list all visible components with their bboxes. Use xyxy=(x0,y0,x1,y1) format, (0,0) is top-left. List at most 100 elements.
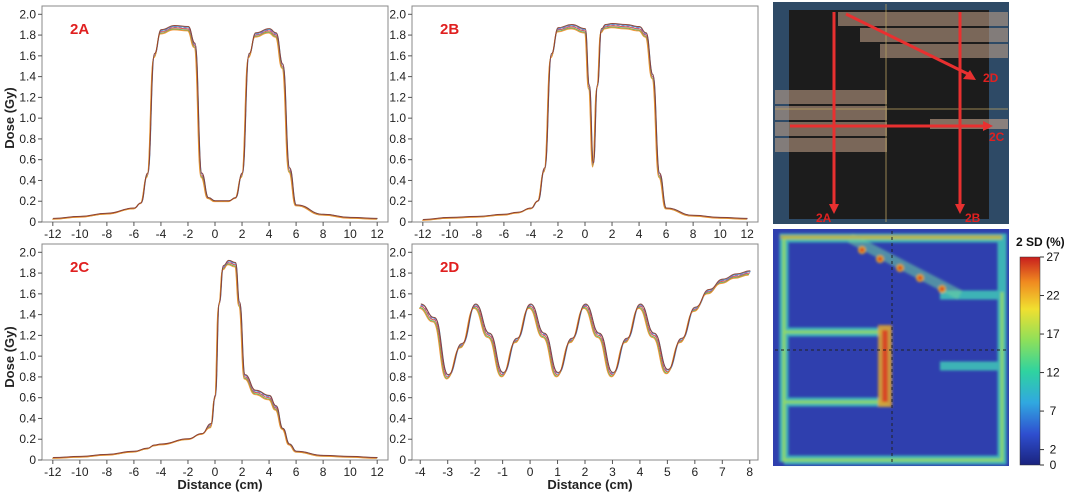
y-tick-label: 0.6 xyxy=(389,153,406,167)
plot-area xyxy=(41,5,389,223)
x-tick-label: -3 xyxy=(442,465,453,479)
y-tick-label: 1.2 xyxy=(19,90,36,104)
x-tick-label: -10 xyxy=(71,465,89,479)
y-tick-label: 1.2 xyxy=(389,90,406,104)
series-line xyxy=(53,259,378,458)
profile-arrows xyxy=(790,12,993,214)
y-tick-label: 0 xyxy=(29,215,36,229)
x-tick-label: -10 xyxy=(441,227,459,241)
x-tick-label: 2 xyxy=(239,465,246,479)
fluence-stripe-right xyxy=(930,119,1008,129)
x-axis-label-left: Distance (cm) xyxy=(177,477,262,492)
panel-2c: 0 0.2 0.4 0.6 0.8 1.0 1.2 1.4 1.6 1.8 2.0 -12 -10 -8 -… xyxy=(19,243,389,479)
panel-title: 2C xyxy=(70,259,89,276)
x-tick-label: 4 xyxy=(266,465,273,479)
colorbar-title: 2 SD (%) xyxy=(1016,235,1065,249)
beam-label-2b: 2B xyxy=(965,211,981,225)
x-tick-label: 10 xyxy=(713,227,727,241)
x-tick-label: -4 xyxy=(526,227,537,241)
beam-label-2d: 2D xyxy=(983,71,999,85)
colorbar-tick-label: 27 xyxy=(1046,250,1060,264)
x-tick-label: 3 xyxy=(609,465,616,479)
x-tick-label: -1 xyxy=(497,465,508,479)
colorbar-tick-label: 17 xyxy=(1046,327,1060,341)
x-tick-label: 2 xyxy=(239,227,246,241)
x-tick-label: -8 xyxy=(472,227,483,241)
x-tick-label: 2 xyxy=(609,227,616,241)
y-tick-label: 1.6 xyxy=(19,287,36,301)
x-tick-label: -6 xyxy=(129,227,140,241)
beam-layout-image: 2A 2B 2C 2D xyxy=(773,2,1009,225)
x-tick-label: 6 xyxy=(663,227,670,241)
x-tick-label: 8 xyxy=(690,227,697,241)
panel-title: 2D xyxy=(440,259,459,276)
y-tick-label: 0.8 xyxy=(389,132,406,146)
colorbar-tick-label: 2 xyxy=(1050,443,1057,457)
x-tick-label: -6 xyxy=(129,465,140,479)
y-tick-label: 1.8 xyxy=(389,28,406,42)
x-tick-label: 12 xyxy=(371,465,385,479)
x-tick-label: 10 xyxy=(343,465,357,479)
y-tick-label: 0.6 xyxy=(19,153,36,167)
x-tick-label: 0 xyxy=(212,465,219,479)
y-tick-label: 2.0 xyxy=(389,7,406,21)
y-tick-label: 1.6 xyxy=(389,287,406,301)
y-tick-label: 0.2 xyxy=(389,194,406,208)
y-tick-label: 0 xyxy=(399,215,406,229)
y-tick-label: 0 xyxy=(29,453,36,467)
x-tick-label: -2 xyxy=(183,465,194,479)
beam-label-2a: 2A xyxy=(816,211,832,225)
y-tick-label: 1.6 xyxy=(389,49,406,63)
series-line xyxy=(420,270,751,376)
series-line xyxy=(419,274,749,380)
panel-title: 2B xyxy=(440,21,459,38)
colorbar-tick-label: 0 xyxy=(1050,458,1057,472)
x-tick-label: -12 xyxy=(44,227,62,241)
x-tick-label: 4 xyxy=(637,465,644,479)
x-tick-label: 1 xyxy=(554,465,561,479)
beam-label-2c: 2C xyxy=(989,130,1005,144)
y-tick-label: 0.4 xyxy=(19,173,36,187)
panel-2a: 0 0.2 0.4 0.6 0.8 1.0 1.2 1.4 1.6 1.8 2.0 -12 -10 -8 -… xyxy=(19,5,389,241)
panel-2b: 0 0.2 0.4 0.6 0.8 1.0 1.2 1.4 1.6 1.8 2.0 -12 -10 -8 -… xyxy=(389,5,759,241)
x-tick-label: 7 xyxy=(719,465,726,479)
series-line xyxy=(420,271,751,376)
y-tick-label: 1.6 xyxy=(19,49,36,63)
y-tick-label: 0 xyxy=(399,453,406,467)
series-line xyxy=(423,22,748,220)
x-tick-label: 8 xyxy=(320,465,327,479)
x-tick-label: -12 xyxy=(414,227,432,241)
x-tick-label: -2 xyxy=(553,227,564,241)
series-line xyxy=(420,272,750,378)
y-tick-label: 1.2 xyxy=(19,328,36,342)
y-tick-label: 0.2 xyxy=(389,432,406,446)
y-tick-label: 0.8 xyxy=(389,370,406,384)
x-tick-label: 0 xyxy=(527,465,534,479)
y-tick-label: 2.0 xyxy=(19,7,36,21)
x-tick-label: 6 xyxy=(293,465,300,479)
x-tick-label: 0 xyxy=(582,227,589,241)
x-tick-label: 6 xyxy=(293,227,300,241)
y-tick-label: 0.4 xyxy=(389,411,406,425)
x-tick-label: -12 xyxy=(44,465,62,479)
y-axis-label-top: Dose (Gy) xyxy=(2,87,17,148)
y-tick-label: 1.4 xyxy=(19,70,36,84)
y-tick-label: 1.8 xyxy=(389,266,406,280)
x-tick-label: -8 xyxy=(102,465,113,479)
plot-area xyxy=(41,243,389,461)
x-axis-label-right: Distance (cm) xyxy=(547,477,632,492)
y-tick-label: 2.0 xyxy=(19,245,36,259)
y-tick-label: 1.0 xyxy=(19,111,36,125)
x-tick-label: -4 xyxy=(156,227,167,241)
y-tick-label: 1.4 xyxy=(389,308,406,322)
x-tick-label: -4 xyxy=(156,465,167,479)
sd-heatmap xyxy=(773,229,1009,466)
y-tick-label: 0.6 xyxy=(389,391,406,405)
plot-area xyxy=(411,5,759,223)
y-tick-label: 1.4 xyxy=(19,308,36,322)
y-tick-label: 2.0 xyxy=(389,245,406,259)
x-tick-label: 6 xyxy=(691,465,698,479)
panel-2d: 0 0.2 0.4 0.6 0.8 1.0 1.2 1.4 1.6 1.8 2.0 -4 -3 -2 -1 0… xyxy=(389,243,759,479)
x-tick-label: 2 xyxy=(582,465,589,479)
